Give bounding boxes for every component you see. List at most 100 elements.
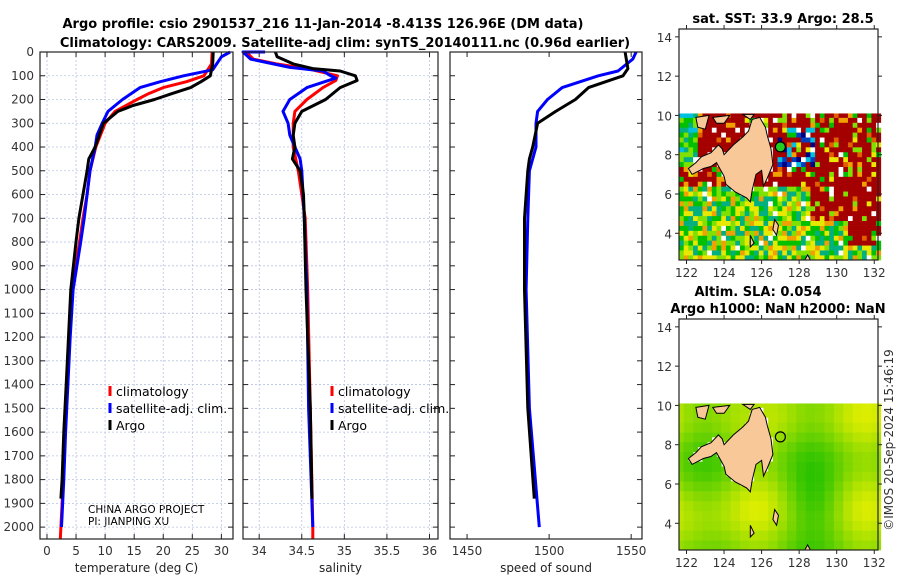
map-cell xyxy=(866,441,872,448)
map-cell xyxy=(843,515,849,521)
map-cell xyxy=(697,255,703,261)
map-cell xyxy=(721,500,727,507)
map-cell xyxy=(763,215,769,222)
map-cell xyxy=(782,161,788,167)
y-tick-label: 1700 xyxy=(3,449,34,463)
map-cell xyxy=(683,505,689,512)
map-cell xyxy=(852,481,858,487)
map-cell xyxy=(838,171,844,177)
map-cell xyxy=(862,250,868,256)
map-cell xyxy=(702,176,708,182)
map-cell xyxy=(763,481,769,487)
y-tick-label: 12 xyxy=(657,70,672,84)
map-cell xyxy=(693,495,699,502)
land-island xyxy=(711,114,731,124)
map-cell xyxy=(805,466,811,472)
map-cell xyxy=(693,486,699,492)
map-cell xyxy=(683,210,689,217)
map-cell xyxy=(862,417,868,423)
map-cell xyxy=(833,137,839,143)
map-cell xyxy=(711,186,717,192)
map-cell xyxy=(702,520,708,526)
map-cell xyxy=(819,491,825,497)
map-cell xyxy=(725,432,731,438)
map-cell xyxy=(871,510,877,516)
panel-frame xyxy=(39,51,234,540)
map-cell xyxy=(688,451,694,457)
map-cell xyxy=(777,201,783,207)
map-cell xyxy=(810,132,816,138)
map-cell xyxy=(871,230,877,236)
map-cell xyxy=(683,471,689,477)
map-cell xyxy=(866,132,872,138)
map-cell xyxy=(786,196,792,202)
map-cell xyxy=(768,412,774,418)
map-cell xyxy=(847,156,853,163)
map-cell xyxy=(735,210,741,217)
map-cell xyxy=(679,505,684,512)
map-cell xyxy=(833,481,839,487)
map-cell xyxy=(843,471,849,477)
map-cell xyxy=(772,461,778,467)
map-cell xyxy=(866,471,872,477)
map-cell xyxy=(847,210,853,217)
map-cell xyxy=(810,117,816,123)
map-cell xyxy=(725,255,731,261)
map-cell xyxy=(847,230,853,236)
map-cell xyxy=(862,122,868,128)
map-cell xyxy=(866,407,872,413)
map-cell xyxy=(707,235,713,241)
map-cell xyxy=(740,525,745,531)
map-cell xyxy=(730,235,736,241)
map-cell xyxy=(852,240,858,246)
map-cell xyxy=(791,166,797,172)
map-cell xyxy=(721,535,727,541)
map-cell xyxy=(866,520,872,526)
map-cell xyxy=(735,113,741,118)
map-cell xyxy=(693,142,699,148)
map-cell xyxy=(688,540,694,546)
map-cell xyxy=(768,176,774,182)
map-cell xyxy=(707,500,713,507)
map-cell xyxy=(810,245,816,251)
map-cell xyxy=(721,476,727,482)
map-cell xyxy=(862,456,868,462)
map-cell xyxy=(871,127,877,133)
map-cell xyxy=(777,156,783,163)
map-cell xyxy=(679,156,684,163)
map-cell xyxy=(754,245,760,251)
map-cell xyxy=(782,515,788,521)
map-cell xyxy=(862,525,868,531)
map-cell xyxy=(693,196,699,202)
map-cell xyxy=(810,505,816,512)
map-cell xyxy=(716,540,722,546)
map-cell xyxy=(838,113,844,118)
map-cell xyxy=(810,432,816,438)
map-cell xyxy=(711,417,717,423)
map-cell xyxy=(843,491,849,497)
map-cell xyxy=(679,113,684,118)
map-cell xyxy=(782,505,788,512)
map-cell xyxy=(758,240,764,246)
map-cell xyxy=(711,142,717,148)
map-cell xyxy=(786,142,792,148)
map-cell xyxy=(796,147,802,153)
map-cell xyxy=(838,235,844,241)
map-cell xyxy=(782,446,788,453)
map-cell xyxy=(852,117,858,123)
map-cell xyxy=(866,171,872,177)
map-cell xyxy=(862,225,868,231)
map-cell xyxy=(754,225,760,231)
map-cell xyxy=(711,201,717,207)
map-cell xyxy=(815,156,821,163)
map-cell xyxy=(758,530,764,536)
map-cell xyxy=(768,181,774,187)
map-cell xyxy=(829,113,835,118)
map-cell xyxy=(782,525,788,531)
map-cell xyxy=(697,205,703,212)
map-cell xyxy=(866,255,872,261)
map-cell xyxy=(862,215,868,222)
map-cell xyxy=(763,191,769,197)
map-cell xyxy=(810,500,816,507)
